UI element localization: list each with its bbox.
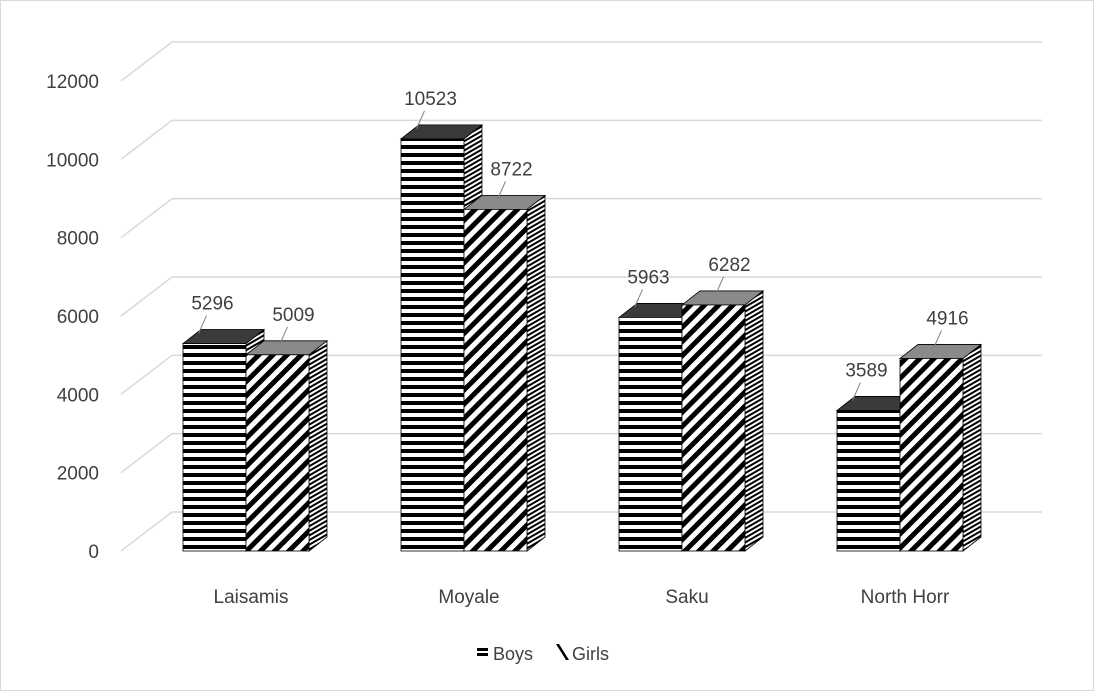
bar-boys-laisamis [182,343,247,552]
bar-girls-saku [681,304,746,552]
y-tick-label: 2000 [57,464,99,485]
data-label-leader [634,289,643,308]
bar-side [744,290,764,552]
gridline [120,197,1042,239]
x-category-label: Saku [665,587,708,608]
x-category-label: Moyale [438,587,499,608]
y-tick-label: 0 [88,542,99,563]
legend-swatch-boys-line [477,653,488,656]
data-label: 5963 [627,267,669,288]
data-label: 6282 [708,255,750,276]
gridline [120,41,1042,82]
bar-boys-saku [618,317,683,552]
data-label-leader [852,382,861,401]
bar-boys-north-horr [836,410,901,552]
data-label: 8722 [490,159,532,180]
legend-swatch-boys [477,648,488,651]
data-label-leader [279,326,288,346]
y-tick-label: 6000 [57,307,99,328]
legend-swatch-girls [556,644,569,660]
bar-girls-laisamis [245,354,310,552]
x-category-label: Laisamis [214,587,289,608]
data-label: 10523 [404,89,457,110]
legend-label: Girls [572,644,609,664]
data-label: 5296 [191,294,233,315]
gridline [120,119,1042,160]
bar-boys-moyale [400,138,465,552]
x-category-label: North Horr [861,587,950,608]
gridline [120,276,1042,317]
bar-side [526,194,546,552]
bar-girls-north-horr [899,358,964,552]
data-label-leader [497,181,506,200]
data-label: 4916 [926,308,968,329]
legend-label: Boys [493,644,533,664]
data-label-leader [933,330,942,349]
bar-side [308,339,328,552]
data-label: 5009 [272,305,314,326]
bar-side [962,343,982,552]
bar-girls-moyale [463,208,528,552]
data-label: 3589 [845,360,887,381]
y-tick-label: 4000 [57,385,99,406]
y-tick-label: 10000 [46,150,99,171]
data-label-leader [715,276,724,296]
y-tick-label: 8000 [57,229,99,250]
data-label-leader [198,315,207,334]
y-tick-label: 12000 [46,72,99,93]
data-label-leader [416,110,425,130]
